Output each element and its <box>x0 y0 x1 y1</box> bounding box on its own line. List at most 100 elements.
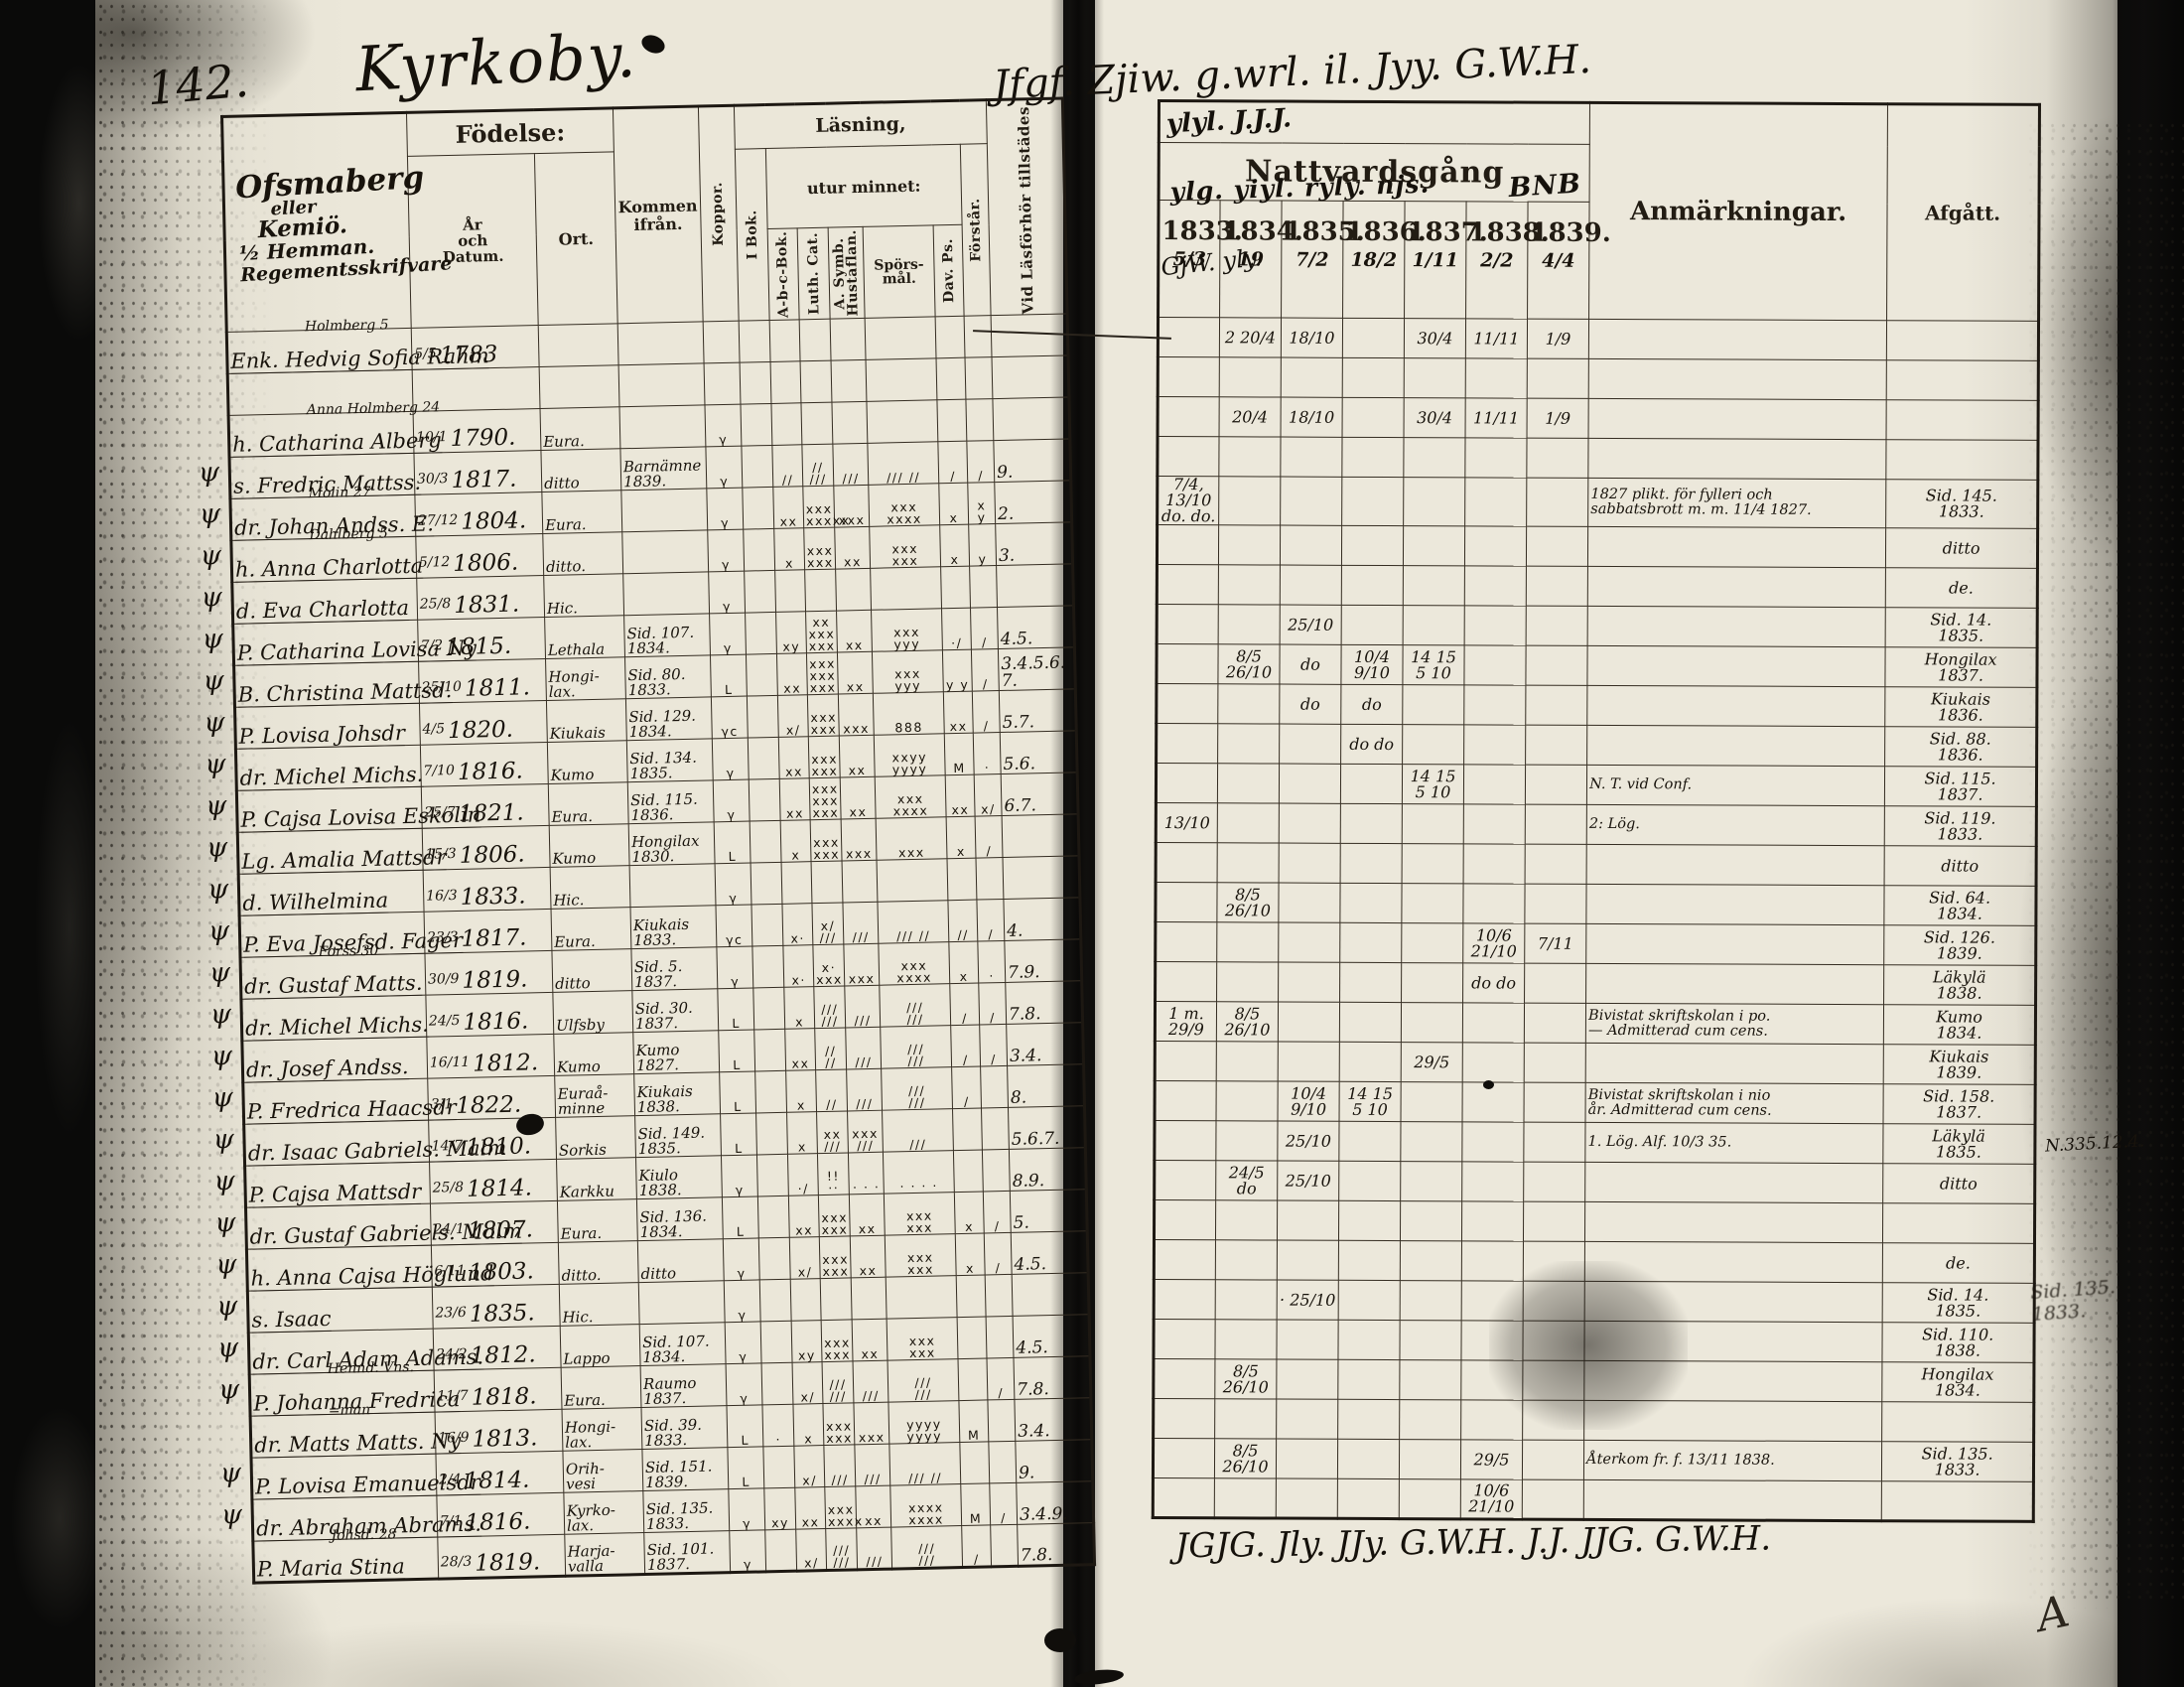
remarks-cell <box>1587 645 1886 687</box>
communion-date-cell <box>1400 1200 1462 1241</box>
page-title-script: Kyrkoby. <box>353 18 639 106</box>
communion-date-cell <box>1402 724 1464 765</box>
reading-mark-cell <box>987 1399 1016 1443</box>
person-name-cell: P. Lovisa Emanuelsdr <box>251 1454 480 1500</box>
birth-place-cell: Hic. <box>543 573 624 618</box>
reading-mark-cell: xxx xxx xxx <box>806 652 839 695</box>
communion-date-cell <box>1341 605 1404 645</box>
communion-date-cell <box>1219 356 1282 398</box>
margin-cross-mark: ψ <box>215 1290 238 1323</box>
communion-date-cell <box>1463 724 1526 766</box>
person-name-above: =man <box>328 1402 371 1420</box>
reading-mark-cell <box>956 1275 987 1318</box>
reading-mark-cell: xxx xxxx <box>868 484 940 527</box>
reading-mark-cell <box>877 858 948 903</box>
came-from-cell: Sid. 30. 1837. <box>631 989 719 1033</box>
reading-mark-cell <box>774 569 806 613</box>
communion-date-cell <box>1154 1120 1217 1161</box>
communion-date-cell <box>1404 357 1466 398</box>
margin-cross-mark: ψ <box>213 1165 235 1197</box>
attendance-cell: 7.8. <box>1014 1355 1092 1400</box>
communion-date-cell <box>1524 963 1586 1004</box>
birth-year: 1816. <box>457 758 524 786</box>
communion-date-cell: 11/11 <box>1465 318 1528 359</box>
communion-date-cell <box>1280 565 1342 606</box>
attendance-cell: 5.6.7. <box>1008 1105 1086 1150</box>
reading-mark-cell: γ <box>723 1238 760 1281</box>
communion-date-cell <box>1341 437 1405 478</box>
birth-year: 1819. <box>462 966 528 995</box>
communion-year-header: 1836. 18/2 <box>1342 201 1427 319</box>
communion-date-cell: 29/5 <box>1401 1042 1463 1082</box>
reading-mark-cell: /// <box>823 1445 856 1487</box>
departed-cell <box>1886 399 2039 441</box>
communion-date-cell <box>1461 1121 1525 1163</box>
departed-cell <box>1885 439 2039 481</box>
reading-mark-cell <box>965 356 994 400</box>
by-heart-header: utur minnet: <box>765 144 963 229</box>
person-name-above: Holmberg 5 <box>304 317 389 336</box>
reading-mark-cell: /// /// <box>881 1066 953 1111</box>
communion-date-cell: do do <box>1340 724 1403 765</box>
remarks-cell <box>1587 526 1886 568</box>
reading-mark-cell: xxx xxx <box>822 1403 855 1446</box>
person-name-above: Hennd. Vns. <box>327 1359 415 1378</box>
departed-cell: Sid. 88. 1836. <box>1884 726 2037 768</box>
came-from-cell: Sid. 136. 1834. <box>636 1196 724 1241</box>
communion-date-cell <box>1217 763 1280 804</box>
communion-date-cell <box>1218 436 1282 478</box>
reading-mark-cell: · <box>973 732 1002 775</box>
birth-place-cell: ditto. <box>558 1240 639 1285</box>
birth-place-cell: Sorkis <box>555 1115 636 1160</box>
communion-date-cell <box>1461 1200 1524 1242</box>
remarks-cell <box>1588 398 1887 440</box>
reading-mark-cell: / <box>951 1066 982 1109</box>
reading-mark-cell: xx <box>850 1235 887 1278</box>
margin-cross-mark: ψ <box>217 1373 240 1406</box>
reading-mark-cell: x <box>955 1233 986 1276</box>
departed-cell: Läkylä 1838. <box>1883 964 2036 1006</box>
left-register-table: Ofsmaberg eller Kemiö. ½ Hemman. Regemen… <box>220 96 1097 1585</box>
communion-date-cell <box>1341 477 1404 526</box>
reading-mark-cell <box>985 1274 1014 1318</box>
person-name-above: Anna Holmberg 24 <box>306 399 441 419</box>
communion-date-cell <box>1342 397 1405 438</box>
attendance-cell: 7.8. <box>1005 980 1083 1025</box>
reading-mark-cell: /// <box>856 1527 892 1571</box>
birth-place-cell: Karkku <box>556 1157 637 1201</box>
reading-mark-cell: γc <box>715 905 752 947</box>
communion-date-cell <box>1338 1240 1401 1281</box>
reading-mark-cell: x/ <box>789 1236 821 1280</box>
reading-mark-cell: /// /// <box>825 1528 858 1571</box>
reading-mark-cell <box>761 1362 793 1406</box>
remarks-cell <box>1585 963 1884 1005</box>
reading-mark-cell: xxx <box>843 943 880 987</box>
reading-mark-cell: /// /// <box>813 986 846 1029</box>
came-from-cell <box>621 530 709 574</box>
communion-date-cell <box>1463 843 1526 885</box>
communion-date-cell <box>1339 1042 1402 1082</box>
communion-date-cell <box>1525 645 1588 686</box>
communion-date-cell <box>1399 1399 1461 1440</box>
person-name-cell: B. Christina Mattsd. <box>233 661 453 708</box>
reading-mark-cell: γ <box>726 1363 762 1406</box>
header-scribble-3: BNB <box>1507 168 1582 205</box>
reading-mark-cell: xx <box>840 776 877 820</box>
reading-mark-cell: xxx xxx <box>807 694 840 737</box>
reading-mark-cell <box>743 528 775 572</box>
reading-mark-cell: L <box>714 821 751 864</box>
birth-day-fraction: 7/10 <box>423 763 456 779</box>
birth-place-cell <box>539 365 620 409</box>
reading-mark-cell <box>980 1065 1009 1109</box>
margin-cross-mark: ψ <box>208 956 231 989</box>
reading-mark-cell: // <box>947 900 978 942</box>
communion-date-cell <box>1401 1081 1463 1122</box>
birth-place-cell <box>538 324 619 367</box>
attendance-cell: 5. <box>1010 1189 1088 1233</box>
scan-element: Ofsmaberg eller Kemiö. ½ Hemman. Regemen… <box>221 97 1068 333</box>
communion-date-cell <box>1216 921 1279 963</box>
reading-mark-cell: L <box>720 1113 757 1156</box>
communion-date-cell: 30/4 <box>1404 318 1466 358</box>
reading-mark-cell: xx <box>839 735 876 778</box>
birth-day-fraction: 4/5 <box>422 721 446 738</box>
